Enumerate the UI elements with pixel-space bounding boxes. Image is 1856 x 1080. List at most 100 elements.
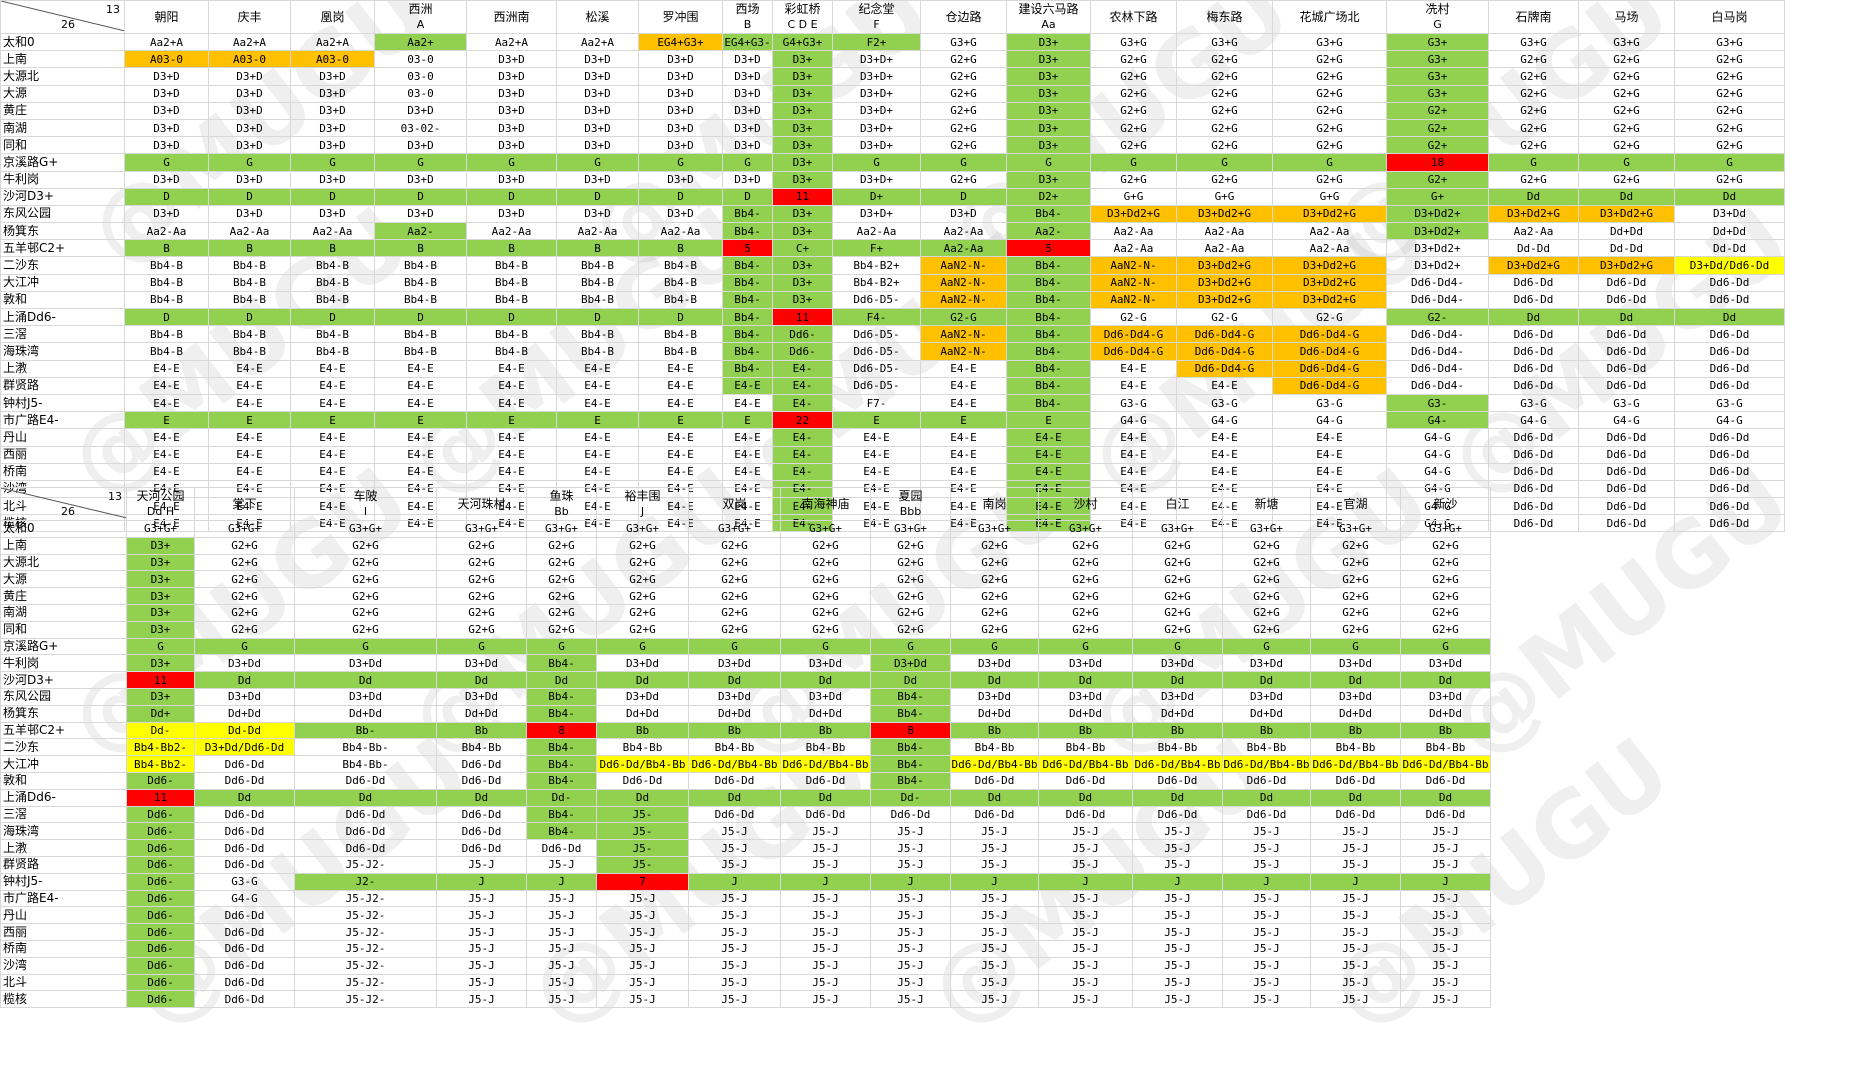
table-cell[interactable]: D3+Dd [194,654,295,673]
table-cell[interactable]: J5-J [870,889,951,908]
table-cell[interactable]: E4-E [832,445,921,464]
table-cell[interactable]: A03-0 [124,50,209,69]
table-cell[interactable]: G2+G [596,553,689,572]
column-header[interactable]: 梅东路 [1176,0,1273,34]
table-cell[interactable]: J5-J2- [294,939,437,958]
table-cell[interactable]: G2+G [688,536,781,555]
table-cell[interactable]: D3+D [556,136,639,155]
table-cell[interactable]: D [374,307,467,327]
table-cell[interactable]: Bb4-Bb [1132,738,1223,757]
table-cell[interactable]: Dd6-Dd/Bb4-Bb [1400,755,1491,773]
table-cell[interactable]: Dd+Dd [436,704,527,723]
table-cell[interactable]: G2+G [1310,603,1401,622]
table-cell[interactable]: D [374,187,467,206]
table-cell[interactable]: D3+Dd [596,687,689,706]
table-cell[interactable]: J5-J [1222,923,1311,941]
table-cell[interactable]: E4-E [1176,376,1273,395]
table-cell[interactable]: G2+G [950,536,1039,555]
table-cell[interactable]: B [466,239,557,258]
table-cell[interactable]: G4- [1386,411,1489,430]
column-header[interactable]: 冼村 G [1386,0,1489,34]
table-cell[interactable]: 5 [1006,239,1091,258]
table-cell[interactable]: J5-J [1132,939,1223,958]
table-cell[interactable]: Dd6-Dd [436,839,527,857]
table-cell[interactable]: Dd6-Dd4-G [1272,325,1387,344]
column-header[interactable]: 沙村 [1038,487,1133,521]
table-cell[interactable]: Bb4-Bb- [294,738,437,757]
table-cell[interactable]: Dd6-Dd4-G [1176,325,1273,344]
table-cell[interactable]: D3+Dd [780,654,871,673]
table-cell[interactable]: Dd6-Dd [1132,771,1223,790]
table-cell[interactable]: Dd [688,788,781,807]
table-cell[interactable]: J5-J [870,923,951,941]
table-cell[interactable]: G2+G [1310,536,1401,555]
table-cell[interactable]: J5-J [436,923,527,941]
table-cell[interactable]: E4-E [290,359,375,378]
table-cell[interactable]: D3+D [124,101,209,120]
table-cell[interactable]: G2+G [1038,620,1133,639]
table-cell[interactable]: Dd6-Dd [1674,376,1785,395]
table-cell[interactable]: E4-E [374,359,467,378]
table-cell[interactable]: Bb4-B [290,256,375,275]
table-cell[interactable]: G3-G [1090,393,1177,413]
table-cell[interactable]: E4-E [374,376,467,395]
column-header[interactable]: 双岗 [688,487,781,521]
table-cell[interactable]: Bb [688,721,781,740]
table-cell[interactable]: G2+G [526,587,597,605]
table-cell[interactable]: Dd6-Dd [1400,805,1491,824]
table-cell[interactable]: D3+D [638,118,723,138]
table-cell[interactable]: G3+G [1272,32,1387,52]
table-cell[interactable]: Aa2-Aa [1272,239,1387,258]
table-cell[interactable]: G2+G [1272,84,1387,103]
table-cell[interactable]: Dd6-Dd [294,771,437,790]
table-cell[interactable]: J5-J [526,889,597,908]
table-cell[interactable]: Bb4-B [466,342,557,361]
table-cell[interactable]: J5-J [436,990,527,1009]
row-label[interactable]: 钟村J5- [0,872,127,891]
table-cell[interactable]: G2+G [436,603,527,622]
table-cell[interactable]: D3+D [722,118,773,138]
table-cell[interactable]: Aa2-Aa [1488,222,1579,241]
table-cell[interactable]: D3+Dd [1400,687,1491,706]
table-cell[interactable]: G2+ [1386,170,1489,189]
row-label[interactable]: 黄庄 [0,587,127,605]
table-cell[interactable]: G2+G [1400,553,1491,572]
table-cell[interactable]: D3+D [466,67,557,86]
table-cell[interactable]: E4-E [374,445,467,464]
table-cell[interactable]: Dd6-Dd [1488,445,1579,464]
table-cell[interactable]: J5-J [1132,906,1223,925]
table-cell[interactable]: Dd [1310,671,1401,689]
table-cell[interactable]: Bb4-B [374,290,467,310]
table-cell[interactable]: Dd+Dd [1674,222,1785,241]
table-cell[interactable]: G2+G [194,553,295,572]
table-cell[interactable]: G2+G [1488,50,1579,69]
table-cell[interactable]: Bb4-B [124,273,209,292]
table-cell[interactable]: J5-J [780,973,871,992]
table-cell[interactable]: E4-E [1272,428,1387,447]
row-label[interactable]: 大源 [0,84,125,103]
table-cell[interactable]: Bb4-B [638,325,723,344]
table-cell[interactable]: Dd6-Dd [1488,325,1579,344]
table-cell[interactable]: G2+G [1176,84,1273,103]
table-cell[interactable]: Dd- [126,721,195,740]
table-cell[interactable]: Dd6-Dd [436,822,527,841]
table-cell[interactable]: D [722,187,773,206]
table-cell[interactable]: Bb4-B [638,342,723,361]
table-cell[interactable]: J5-J [950,906,1039,925]
table-cell[interactable]: G3+G+ [780,520,871,538]
table-cell[interactable]: J5-J [1038,889,1133,908]
table-cell[interactable]: Bb4- [722,290,773,310]
table-cell[interactable]: E4-E [556,376,639,395]
row-label[interactable]: 海珠湾 [0,342,125,361]
table-cell[interactable]: Dd6-Dd/Bb4-Bb [596,755,689,773]
table-cell[interactable]: G [124,153,209,172]
table-cell[interactable]: G3-G [1176,393,1273,413]
table-cell[interactable]: E4-E [124,376,209,395]
table-cell[interactable]: Bb4-Bb [780,738,871,757]
table-cell[interactable]: G2+G [1400,536,1491,555]
table-cell[interactable]: G3+G+ [950,520,1039,538]
table-cell[interactable]: G2+G [294,603,437,622]
table-cell[interactable]: D3+D [638,101,723,120]
table-cell[interactable]: G [722,153,773,172]
table-cell[interactable]: J5-J [1038,923,1133,941]
